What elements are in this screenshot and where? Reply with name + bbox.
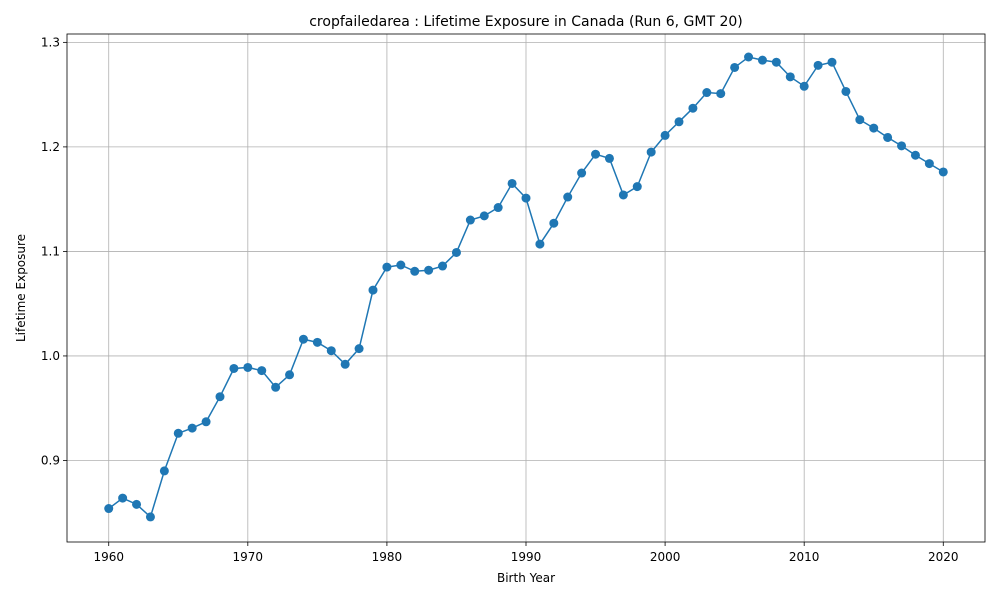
data-point — [104, 504, 114, 514]
x-tick-label: 1960 — [93, 550, 124, 564]
x-axis-label: Birth Year — [497, 571, 555, 585]
data-point — [507, 178, 517, 188]
data-point — [660, 130, 670, 140]
data-point — [869, 123, 879, 133]
data-point — [618, 190, 628, 200]
data-point — [201, 417, 211, 427]
data-point — [451, 247, 461, 257]
data-point — [215, 392, 225, 402]
data-point — [730, 62, 740, 72]
data-point — [674, 117, 684, 127]
data-point — [924, 159, 934, 169]
data-point — [368, 285, 378, 295]
data-point — [535, 239, 545, 249]
data-point — [827, 57, 837, 67]
y-tick-label: 1.1 — [41, 244, 60, 258]
points-layer — [104, 52, 948, 522]
x-tick-label: 1980 — [372, 550, 403, 564]
data-point — [354, 344, 364, 354]
data-point — [382, 262, 392, 272]
data-point — [604, 153, 614, 163]
grid — [67, 34, 985, 542]
data-point — [159, 466, 169, 476]
data-point — [340, 359, 350, 369]
data-point — [632, 182, 642, 192]
y-axis-label: Lifetime Exposure — [14, 234, 28, 342]
y-axis-ticks: 0.9 1.0 1.1 1.2 1.3 — [41, 35, 67, 467]
data-point — [938, 167, 948, 177]
data-point — [688, 103, 698, 113]
data-point — [298, 334, 308, 344]
data-point — [757, 55, 767, 65]
data-point — [326, 346, 336, 356]
y-tick-label: 1.3 — [41, 35, 60, 49]
data-point — [521, 193, 531, 203]
data-point — [813, 60, 823, 70]
y-tick-label: 1.0 — [41, 349, 60, 363]
data-point — [646, 147, 656, 157]
data-point — [465, 215, 475, 225]
data-point — [173, 428, 183, 438]
data-point — [132, 499, 142, 509]
x-tick-label: 2010 — [789, 550, 820, 564]
data-point — [479, 211, 489, 221]
y-tick-label: 0.9 — [41, 453, 60, 467]
data-point — [271, 382, 281, 392]
data-point — [799, 81, 809, 91]
data-point — [312, 337, 322, 347]
x-tick-label: 1990 — [511, 550, 542, 564]
data-point — [424, 265, 434, 275]
data-point — [910, 150, 920, 160]
data-point — [577, 168, 587, 178]
data-point — [744, 52, 754, 62]
x-tick-label: 2000 — [650, 550, 681, 564]
data-point — [396, 260, 406, 270]
data-point — [285, 370, 295, 380]
data-point — [438, 261, 448, 271]
data-point — [855, 115, 865, 125]
data-point — [897, 141, 907, 151]
data-point — [841, 86, 851, 96]
data-point — [493, 203, 503, 213]
data-point — [563, 192, 573, 202]
data-point — [229, 363, 239, 373]
x-tick-label: 2020 — [928, 550, 959, 564]
data-point — [257, 366, 267, 376]
x-tick-label: 1970 — [233, 550, 264, 564]
data-point — [187, 423, 197, 433]
data-point — [771, 57, 781, 67]
data-point — [785, 72, 795, 82]
y-tick-label: 1.2 — [41, 140, 60, 154]
data-point — [549, 218, 559, 228]
chart-title: cropfailedarea : Lifetime Exposure in Ca… — [309, 14, 743, 30]
data-point — [243, 362, 253, 372]
data-point — [118, 493, 128, 503]
data-point — [410, 266, 420, 276]
data-point — [591, 149, 601, 159]
data-point — [716, 89, 726, 99]
data-point — [145, 512, 155, 522]
data-point — [883, 132, 893, 142]
data-point — [702, 88, 712, 98]
x-axis-ticks: 1960 1970 1980 1990 2000 2010 2020 — [93, 542, 959, 564]
